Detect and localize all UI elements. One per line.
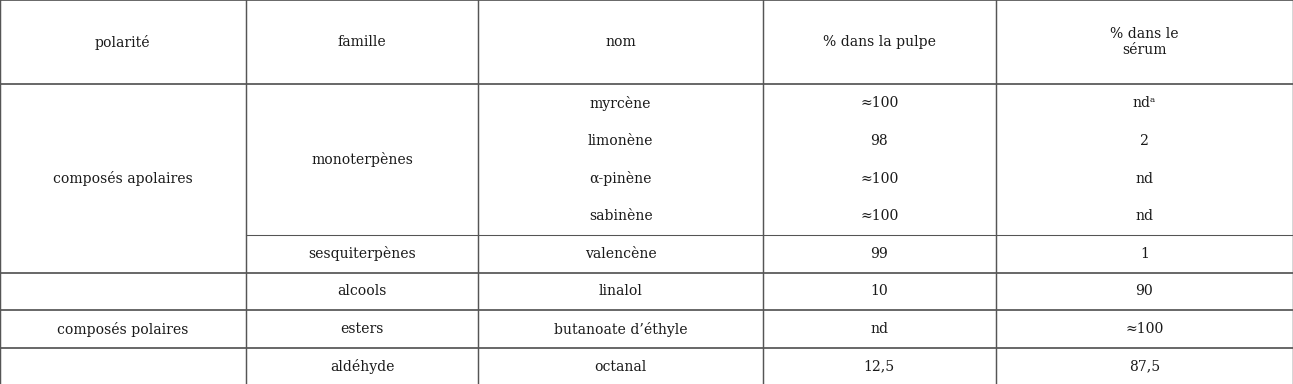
Text: myrcène: myrcène bbox=[590, 96, 652, 111]
Text: famille: famille bbox=[337, 35, 387, 49]
Text: 10: 10 bbox=[870, 285, 888, 298]
Text: linalol: linalol bbox=[599, 285, 643, 298]
Text: 87,5: 87,5 bbox=[1129, 360, 1160, 374]
Text: 2: 2 bbox=[1140, 134, 1148, 148]
Text: α-pinène: α-pinène bbox=[590, 171, 652, 186]
Text: nd: nd bbox=[1135, 209, 1153, 223]
Text: monoterpènes: monoterpènes bbox=[312, 152, 412, 167]
Text: alcools: alcools bbox=[337, 285, 387, 298]
Text: sabinène: sabinène bbox=[588, 209, 653, 223]
Text: nom: nom bbox=[605, 35, 636, 49]
Text: 1: 1 bbox=[1140, 247, 1148, 261]
Text: composés apolaires: composés apolaires bbox=[53, 171, 193, 186]
Text: composés polaires: composés polaires bbox=[57, 321, 189, 337]
Text: nd: nd bbox=[1135, 172, 1153, 185]
Text: % dans le
sérum: % dans le sérum bbox=[1109, 27, 1179, 57]
Text: nd: nd bbox=[870, 322, 888, 336]
Text: octanal: octanal bbox=[595, 360, 646, 374]
Text: ≈100: ≈100 bbox=[860, 209, 899, 223]
Text: 12,5: 12,5 bbox=[864, 360, 895, 374]
Text: ≈100: ≈100 bbox=[860, 172, 899, 185]
Text: valencène: valencène bbox=[584, 247, 657, 261]
Text: butanoate d’éthyle: butanoate d’éthyle bbox=[553, 321, 688, 337]
Text: polarité: polarité bbox=[94, 35, 151, 50]
Text: ndᵃ: ndᵃ bbox=[1133, 96, 1156, 110]
Text: aldéhyde: aldéhyde bbox=[330, 359, 394, 374]
Text: ≈100: ≈100 bbox=[1125, 322, 1164, 336]
Text: 90: 90 bbox=[1135, 285, 1153, 298]
Text: 99: 99 bbox=[870, 247, 888, 261]
Text: limonène: limonène bbox=[588, 134, 653, 148]
Text: ≈100: ≈100 bbox=[860, 96, 899, 110]
Text: sesquiterpènes: sesquiterpènes bbox=[308, 246, 416, 262]
Text: 98: 98 bbox=[870, 134, 888, 148]
Text: esters: esters bbox=[340, 322, 384, 336]
Text: % dans la pulpe: % dans la pulpe bbox=[822, 35, 936, 49]
